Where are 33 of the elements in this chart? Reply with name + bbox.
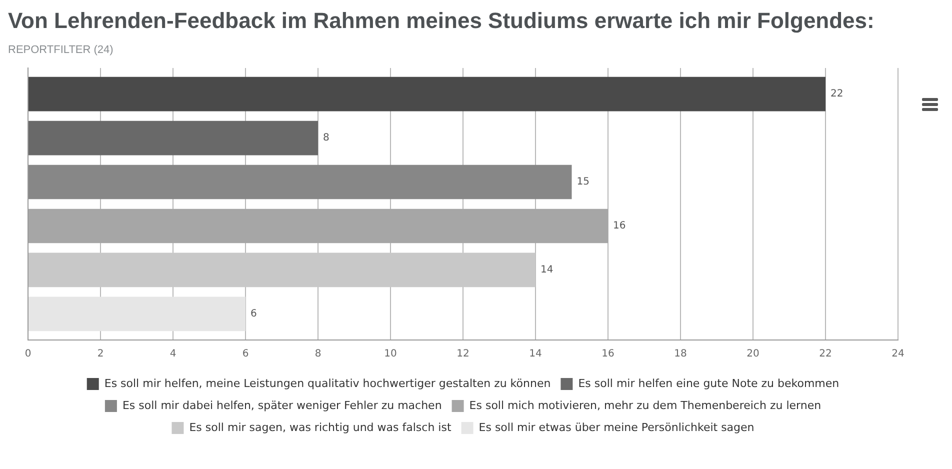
x-tick-label: 24 [892, 348, 904, 360]
chart-subtitle: REPORTFILTER (24) [8, 44, 114, 58]
bar [28, 76, 826, 112]
x-tick-label: 8 [314, 348, 322, 360]
legend-label: Es soll mir helfen, meine Leistungen qualitativ hochwertiger gestalten zu können [104, 376, 551, 390]
bar [28, 120, 318, 156]
bar [28, 208, 608, 244]
bar [28, 164, 572, 200]
data-label: 8 [323, 132, 330, 144]
legend-label: Es soll mir helfen eine gute Note zu bekommen [578, 376, 840, 390]
legend-label: Es soll mir sagen, was richtig und was falsch ist [189, 420, 452, 434]
x-tick-label: 18 [674, 348, 687, 360]
chart-title: Von Lehrenden-Feedback im Rahmen meines Studiums erwarte ich mir Folgendes: [8, 8, 876, 34]
x-tick-label: 2 [97, 348, 104, 360]
bar [28, 252, 536, 288]
x-tick-label: 10 [384, 348, 397, 360]
data-label: 22 [830, 88, 844, 100]
x-tick-label: 20 [746, 348, 760, 360]
x-tick-label: 6 [242, 348, 249, 360]
x-tick-label: 14 [529, 348, 542, 360]
x-tick-label: 4 [170, 348, 176, 360]
bar [28, 296, 246, 332]
data-label: 6 [250, 308, 257, 320]
data-label: 16 [613, 220, 626, 232]
x-tick-label: 12 [456, 348, 470, 360]
legend-label: Es soll mich motivieren, mehr zu dem Themenbereich zu lernen [469, 398, 822, 412]
data-label: 15 [576, 176, 590, 188]
x-tick-label: 16 [602, 348, 614, 360]
legend-label: Es soll mir dabei helfen, später weniger Fehler zu machen [122, 398, 442, 412]
legend-label: Es soll mir etwas über meine Persönlichkeit sagen [478, 420, 754, 434]
x-tick-label: 0 [24, 348, 32, 360]
x-tick-label: 22 [819, 348, 832, 360]
data-label: 14 [540, 264, 554, 276]
